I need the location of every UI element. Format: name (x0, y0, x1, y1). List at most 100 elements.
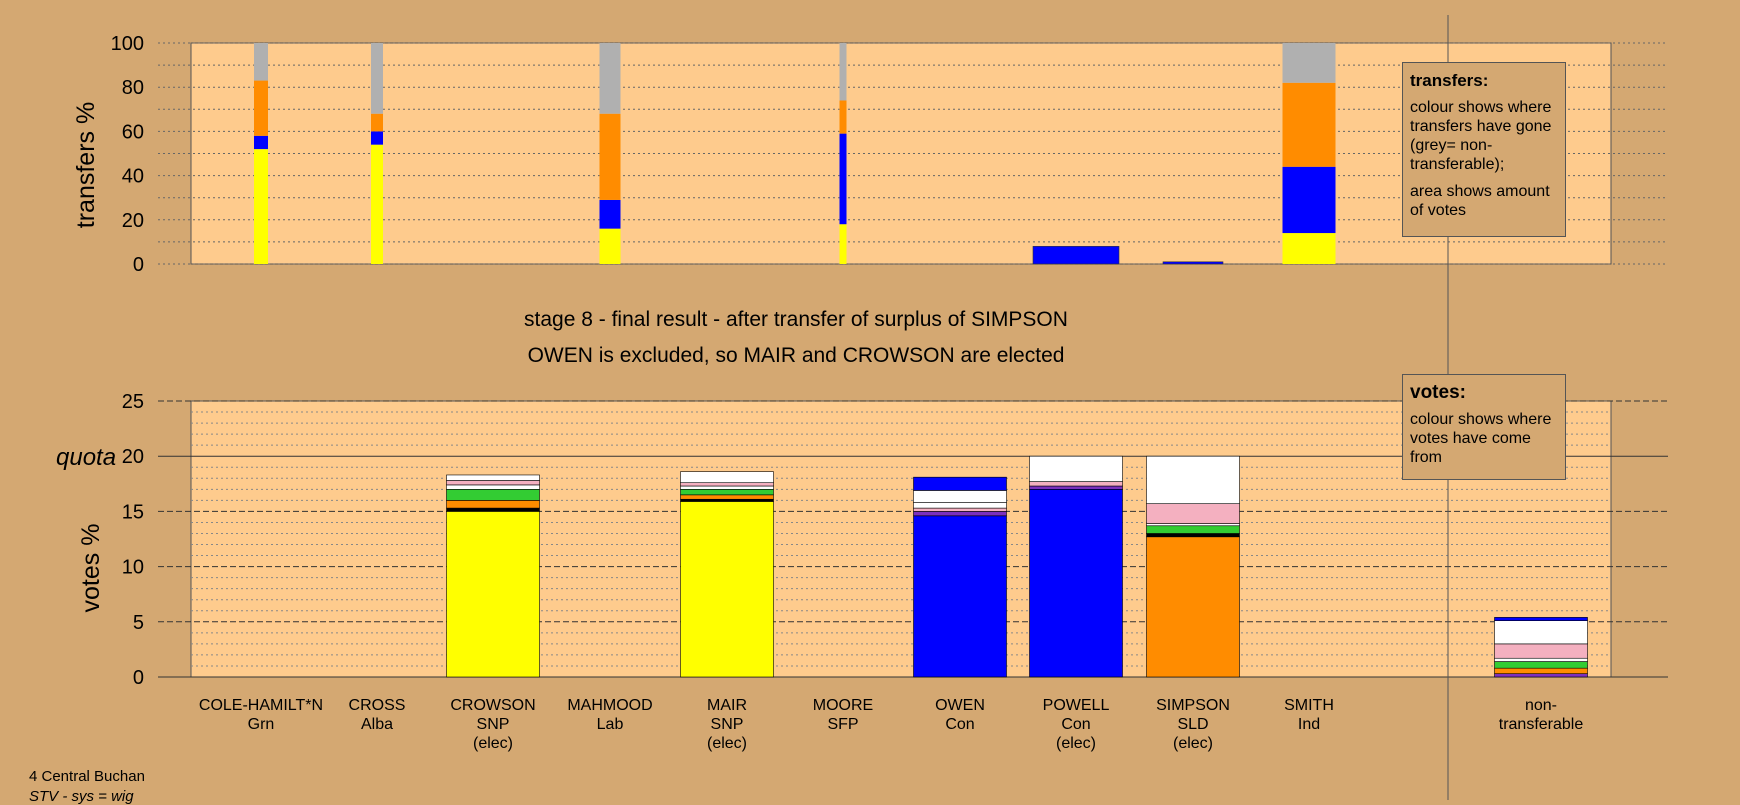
votes-bar-segment (446, 474, 540, 481)
transfers-bar-segment (1282, 233, 1336, 264)
votes-bar-segment (1146, 455, 1240, 504)
candidate-status-label: (elec) (1173, 735, 1213, 752)
candidate-name-label: SMITH (1284, 697, 1334, 714)
candidate-name-label: CROWSON (450, 697, 535, 714)
votes-bar-segment (680, 482, 774, 487)
transfers-tick-label: 100 (111, 33, 144, 55)
candidate-status-label: (elec) (1056, 735, 1096, 752)
transfers-bar-segment (1162, 261, 1224, 265)
transfers-legend-title: transfers: (1410, 71, 1489, 90)
transfers-tick-label: 60 (122, 121, 144, 143)
votes-bar-segment (446, 489, 540, 501)
transfers-bar-segment (599, 113, 621, 200)
transfers-bar-segment (1282, 166, 1336, 234)
votes-tick-label: 10 (122, 557, 144, 579)
votes-bar-segment (913, 515, 1007, 678)
candidate-name-label: MAHMOOD (567, 697, 652, 714)
votes-bar-segment (446, 500, 540, 509)
votes-bar-segment (1494, 673, 1588, 678)
votes-tick-label: 0 (133, 667, 144, 689)
votes-bar-segment (1494, 620, 1588, 645)
candidate-name-label: MOORE (813, 697, 873, 714)
transfers-bar-segment (839, 224, 847, 264)
transfers-tick-label: 0 (133, 254, 144, 276)
votes-plot-area (190, 400, 1612, 678)
transfers-bar-segment (839, 100, 847, 134)
transfers-bar-segment (599, 228, 621, 264)
votes-bar-segment (1029, 455, 1123, 482)
candidate-name-label: POWELL (1043, 697, 1110, 714)
votes-legend-text: colour shows where votes have come from (1410, 411, 1552, 466)
transfers-bar-segment (254, 80, 268, 136)
votes-tick-label: 5 (133, 612, 144, 634)
votes-bar-segment (1494, 643, 1588, 659)
transfers-bar-segment (254, 135, 268, 150)
footer-system: STV - sys = wig (29, 788, 134, 805)
candidate-name-label: non- (1525, 697, 1557, 714)
transfers-bar-segment (1282, 43, 1336, 83)
stage-line-1: stage 8 - final result - after transfer … (524, 308, 1068, 331)
votes-bar-segment (1146, 523, 1240, 527)
candidate-party-label: Con (945, 716, 974, 733)
candidate-party-label: transferable (1499, 716, 1584, 733)
votes-bar-segment (913, 502, 1007, 509)
votes-bar-segment (1494, 617, 1588, 621)
transfers-bar-segment (599, 199, 621, 229)
candidate-party-label: SNP (711, 716, 744, 733)
votes-bar-segment (1146, 533, 1240, 538)
transfers-bar-segment (254, 149, 268, 264)
transfers-legend-text-1: colour shows where transfers have gone (… (1410, 99, 1552, 173)
transfers-bar-segment (254, 43, 268, 81)
candidate-party-label: Grn (248, 716, 275, 733)
votes-bar-segment (1146, 525, 1240, 534)
votes-bar-segment (446, 484, 540, 490)
votes-legend-title: votes: (1410, 382, 1466, 403)
votes-bar-segment (680, 501, 774, 678)
candidate-name-label: COLE-HAMILT*N (199, 697, 323, 714)
transfers-legend-text-2: area shows amount of votes (1410, 183, 1550, 219)
candidate-party-label: SLD (1177, 716, 1208, 733)
transfers-plot: 0 20 40 60 80 100 (111, 33, 1668, 276)
transfers-bar-segment (839, 133, 847, 225)
transfers-bar-segment (599, 43, 621, 114)
candidate-name-label: CROSS (349, 697, 406, 714)
transfers-tick-label: 40 (122, 166, 144, 188)
votes-tick-label: 25 (122, 391, 144, 413)
candidate-status-label: (elec) (707, 735, 747, 752)
candidate-name-label: OWEN (935, 697, 985, 714)
votes-bar-segment (446, 511, 540, 678)
candidate-party-label: SFP (827, 716, 858, 733)
votes-plot: 0 5 10 15 20 25 quota COLE-HAMILT*N Grn CROSS Alba… (56, 391, 1668, 752)
votes-bar-segment (680, 489, 774, 496)
votes-bar-segment (446, 480, 540, 486)
votes-bar-segment (913, 476, 1007, 491)
stage-line-2: OWEN is excluded, so MAIR and CROWSON ar… (528, 344, 1065, 367)
candidate-party-label: Con (1061, 716, 1090, 733)
candidate-party-label: SNP (477, 716, 510, 733)
candidate-name-label: SIMPSON (1156, 697, 1230, 714)
votes-bar-segment (1494, 657, 1588, 662)
transfers-tick-label: 20 (122, 210, 144, 232)
votes-bar-segment (680, 498, 774, 502)
transfers-legend: transfers: colour shows where transfers … (1402, 62, 1566, 237)
transfers-bar-segment (839, 43, 847, 101)
transfers-bar-segment (371, 43, 383, 114)
votes-bar-segment (1146, 503, 1240, 524)
votes-axis-label: votes % (77, 524, 105, 613)
candidate-party-label: Lab (597, 716, 624, 733)
votes-bar-segment (1029, 485, 1123, 490)
votes-bar-segment (1494, 661, 1588, 669)
votes-bar-segment (1146, 536, 1240, 678)
votes-bar-segment (913, 490, 1007, 503)
footer-place: 4 Central Buchan (29, 768, 145, 785)
votes-bar-segment (680, 471, 774, 483)
votes-bar-segment (446, 507, 540, 512)
candidate-name-label: MAIR (707, 697, 747, 714)
transfers-bar-segment (371, 144, 383, 264)
transfers-tick-label: 80 (122, 77, 144, 99)
votes-bar-segment (913, 507, 1007, 512)
votes-bar-segment (913, 511, 1007, 517)
transfers-axis-label: transfers % (72, 102, 100, 228)
votes-bar-segment (680, 494, 774, 500)
votes-legend: votes: colour shows where votes have com… (1402, 374, 1566, 480)
